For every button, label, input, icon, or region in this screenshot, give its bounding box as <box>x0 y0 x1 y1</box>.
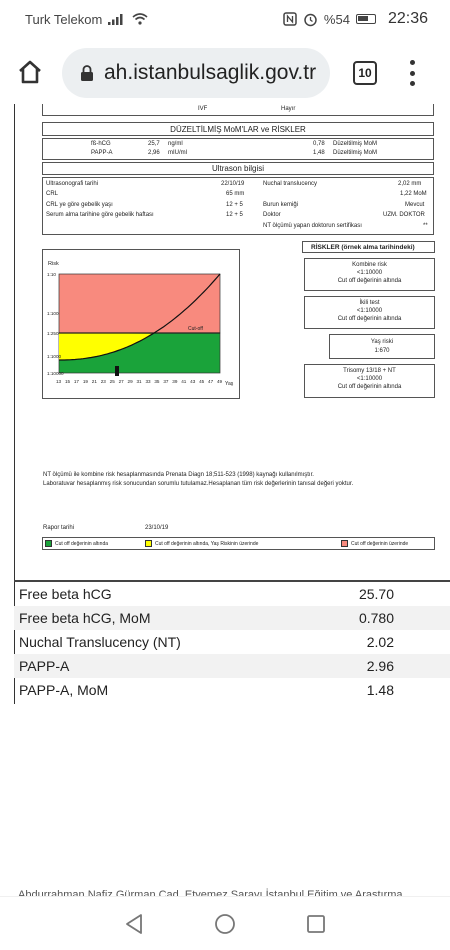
back-icon[interactable] <box>124 913 144 935</box>
report-date-label: Rapor tarihi <box>43 525 75 531</box>
x-tick-label: 21 <box>92 379 98 384</box>
system-navigation-bar <box>0 896 450 950</box>
risks-header: RİSKLER (örnek alma tarihindeki) <box>302 241 435 253</box>
x-tick-label: 47 <box>208 379 214 384</box>
zone-high-risk <box>58 273 221 334</box>
x-axis-ticks: 13 15 17 19 21 23 25 27 29 31 33 35 37 39 41 43 45 47 49 <box>56 379 223 384</box>
x-tick-label: 17 <box>74 379 80 384</box>
x-tick-label: 27 <box>119 379 125 384</box>
x-tick-label: 15 <box>65 379 71 384</box>
home-icon[interactable] <box>16 58 44 86</box>
x-tick-label: 49 <box>217 379 223 384</box>
x-tick-label: 45 <box>199 379 205 384</box>
address-bar[interactable]: ah.istanbulsaglik.gov.tr <box>62 48 330 98</box>
table-row: PAPP-A, MoM 1.48 <box>19 682 394 698</box>
top-row: IVF Hayır <box>42 104 434 116</box>
disclaimer-note: Laboratuvar hesaplanmış risk sonucundan … <box>43 481 354 487</box>
table-left-border <box>14 582 15 704</box>
table-row: PAPP-A 2.96 <box>14 654 450 678</box>
ultrasound-header: Ultrason bilgisi <box>42 162 434 175</box>
legend-swatch-red <box>341 540 348 547</box>
ultrasound-info: Ultrasonografi tarihi 22/10/19 CRL 65 mm… <box>42 177 434 235</box>
patient-marker <box>115 366 119 376</box>
x-tick-label: 25 <box>110 379 116 384</box>
x-tick-label: 43 <box>190 379 196 384</box>
table-row: Free beta hCG 25.70 <box>19 586 394 602</box>
y-tick-label: 1:250 <box>47 331 59 336</box>
wifi-icon <box>132 13 148 25</box>
x-tick-label: 19 <box>83 379 89 384</box>
report-date: 23/10/19 <box>145 525 169 531</box>
risk-box-trisomy: Trisomy 13/18 + NT <1:10000 Cut off değe… <box>304 364 435 398</box>
y-tick-label: 1:10000 <box>47 371 64 376</box>
x-tick-label: 37 <box>163 379 169 384</box>
risk-box-age: Yaş riski 1:670 <box>329 334 435 359</box>
risk-box-combined: Kombine risk <1:10000 Cut off değerinin … <box>304 258 435 291</box>
table-top-border <box>14 580 450 582</box>
y-tick-label: 1:100 <box>47 311 59 316</box>
y-axis-ticks: 1:10 1:100 1:250 1:1000 1:10000 <box>47 272 64 376</box>
x-tick-label: 41 <box>181 379 187 384</box>
clock: 22:36 <box>387 10 428 27</box>
battery-icon <box>355 14 376 24</box>
alarm-icon <box>304 13 317 26</box>
status-bar: Turk Telekom %54 22:36 <box>0 0 450 38</box>
signal-icon <box>108 14 123 25</box>
battery-percent: %54 <box>323 11 350 27</box>
x-tick-label: 31 <box>137 379 143 384</box>
browser-toolbar: ah.istanbulsaglik.gov.tr 10 <box>0 42 450 104</box>
chart-risk-label: Risk <box>48 261 59 267</box>
tab-switcher-button[interactable]: 10 <box>353 61 377 85</box>
y-tick-label: 1:1000 <box>47 354 61 359</box>
x-axis-label: Yaş <box>225 381 234 387</box>
legend-swatch-yellow <box>145 540 152 547</box>
x-tick-label: 33 <box>145 379 151 384</box>
nfc-icon <box>283 12 297 26</box>
zone-mid-risk <box>59 333 153 360</box>
x-tick-label: 29 <box>128 379 134 384</box>
x-tick-label: 35 <box>154 379 160 384</box>
corrected-header: DÜZELTİLMİŞ MoM'LAR ve RİSKLER <box>42 122 434 136</box>
results-table: Free beta hCG 25.70 Free beta hCG, MoM 0.7… <box>14 582 450 702</box>
url-text: ah.istanbulsaglik.gov.tr <box>104 61 317 84</box>
cutoff-label: Cut-off <box>188 326 204 332</box>
hormone-table: fß-hCG 25,7 ng/ml 0,78 Düzeltilmiş MoM P… <box>42 138 434 160</box>
home-circle-icon[interactable] <box>214 913 236 935</box>
risk-chart: Risk 1:10 1:100 1:250 1:1000 1:10000 13 15 17 1… <box>42 249 240 399</box>
overflow-menu-icon[interactable] <box>406 58 418 88</box>
footer-address: Abdurrahman Nafiz Gürman Cad. Etyemez Sa… <box>18 889 403 896</box>
table-row: Nuchal Translucency (NT) 2.02 <box>19 634 394 650</box>
table-row: Free beta hCG, MoM 0.780 <box>14 606 450 630</box>
reference-note: NT ölçümü ile kombine risk hesaplanmasın… <box>43 472 314 478</box>
risk-box-double-test: İkili test <1:10000 Cut off değerinin al… <box>304 296 435 329</box>
x-tick-label: 39 <box>172 379 178 384</box>
legend-swatch-green <box>45 540 52 547</box>
x-tick-label: 23 <box>101 379 107 384</box>
lock-icon <box>81 65 93 81</box>
legend: Cut off değerinin altında Cut off değeri… <box>42 537 435 550</box>
x-tick-label: 13 <box>56 379 62 384</box>
recents-icon[interactable] <box>306 914 326 934</box>
y-tick-label: 1:10 <box>47 272 56 277</box>
report-document: IVF Hayır DÜZELTİLMİŞ MoM'LAR ve RİSKLER… <box>14 104 450 580</box>
age-risk-curve <box>59 273 221 361</box>
carrier-name: Turk Telekom <box>25 11 103 27</box>
